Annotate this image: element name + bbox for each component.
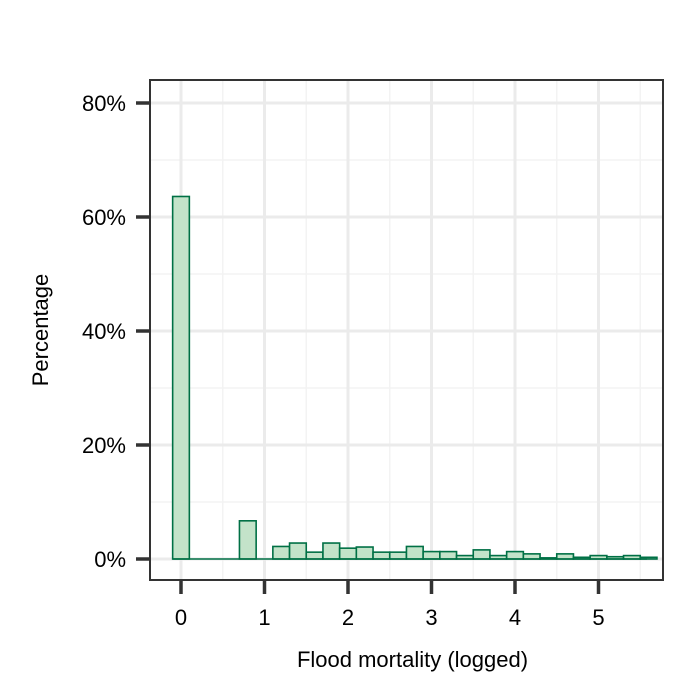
- y-tick-label: 60%: [82, 205, 126, 230]
- histogram-bar: [472, 549, 491, 560]
- histogram-bar: [272, 545, 291, 560]
- histogram-bar: [405, 545, 424, 560]
- x-tick-label: 3: [425, 605, 437, 630]
- histogram-bar: [171, 195, 191, 560]
- histogram-bar: [505, 550, 525, 560]
- x-axis: 0 1 2 3 4 5: [175, 580, 605, 630]
- histogram-bar: [388, 551, 408, 560]
- histogram-bar: [288, 542, 308, 560]
- x-tick-label: 4: [509, 605, 521, 630]
- histogram-bar: [439, 550, 458, 560]
- histogram-bar: [238, 520, 257, 560]
- x-tick-label: 5: [592, 605, 604, 630]
- histogram-bars: [171, 195, 658, 560]
- y-axis: 0% 20% 40% 60% 80%: [82, 91, 150, 572]
- histogram-bar: [372, 551, 391, 560]
- major-gridlines: [150, 80, 663, 580]
- y-tick-label: 40%: [82, 319, 126, 344]
- x-tick-label: 0: [175, 605, 187, 630]
- x-tick-label: 2: [342, 605, 354, 630]
- histogram-bar: [305, 551, 324, 560]
- y-tick-label: 0%: [94, 547, 126, 572]
- histogram-bar: [338, 547, 358, 560]
- histogram-bar: [322, 542, 341, 560]
- y-tick-label: 20%: [82, 433, 126, 458]
- y-tick-label: 80%: [82, 91, 126, 116]
- histogram-bar: [355, 546, 374, 560]
- x-tick-label: 1: [258, 605, 270, 630]
- y-axis-title: Percentage: [28, 274, 53, 387]
- x-axis-title: Flood mortality (logged): [297, 647, 528, 672]
- histogram-bar: [639, 556, 658, 560]
- histogram-bar: [422, 550, 441, 560]
